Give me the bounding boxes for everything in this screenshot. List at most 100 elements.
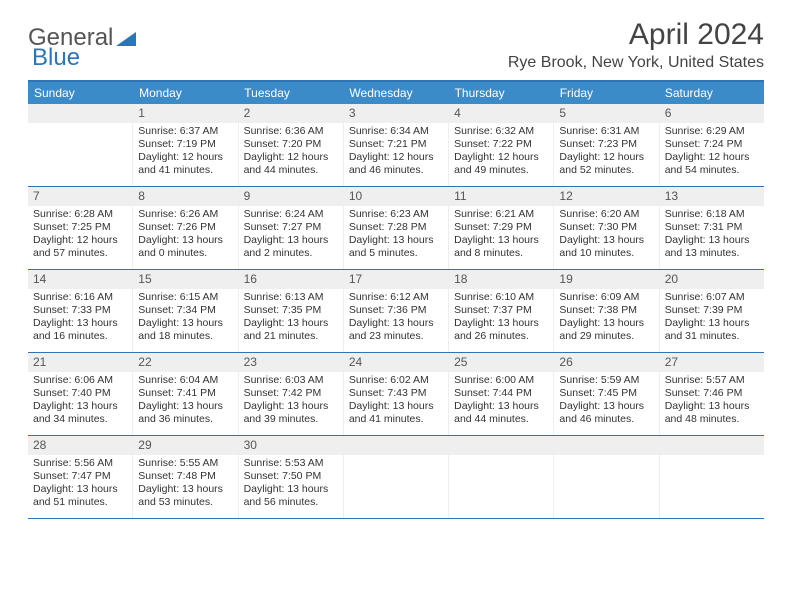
day-body: Sunrise: 6:03 AMSunset: 7:42 PMDaylight:… [239,372,343,431]
day-body: Sunrise: 5:56 AMSunset: 7:47 PMDaylight:… [28,455,132,514]
day-number: 7 [28,187,132,206]
daylight-text: Daylight: 13 hours and 44 minutes. [454,400,548,426]
day-cell [449,436,554,518]
sunset-text: Sunset: 7:47 PM [33,470,127,483]
daylight-text: Daylight: 13 hours and 8 minutes. [454,234,548,260]
day-cell: 5Sunrise: 6:31 AMSunset: 7:23 PMDaylight… [554,104,659,186]
logo-triangle-icon [116,30,136,46]
sunset-text: Sunset: 7:19 PM [138,138,232,151]
day-number: 20 [660,270,764,289]
week-row: 28Sunrise: 5:56 AMSunset: 7:47 PMDayligh… [28,436,764,519]
day-cell [554,436,659,518]
day-cell: 8Sunrise: 6:26 AMSunset: 7:26 PMDaylight… [133,187,238,269]
day-cell: 22Sunrise: 6:04 AMSunset: 7:41 PMDayligh… [133,353,238,435]
sunset-text: Sunset: 7:22 PM [454,138,548,151]
calendar-grid: Sunday Monday Tuesday Wednesday Thursday… [28,80,764,519]
day-number: 4 [449,104,553,123]
day-cell: 14Sunrise: 6:16 AMSunset: 7:33 PMDayligh… [28,270,133,352]
day-cell: 6Sunrise: 6:29 AMSunset: 7:24 PMDaylight… [660,104,764,186]
sunrise-text: Sunrise: 6:18 AM [665,208,759,221]
day-body [449,455,553,461]
day-body: Sunrise: 6:02 AMSunset: 7:43 PMDaylight:… [344,372,448,431]
dow-header-row: Sunday Monday Tuesday Wednesday Thursday… [28,82,764,104]
daylight-text: Daylight: 13 hours and 29 minutes. [559,317,653,343]
day-number [28,104,132,123]
sunrise-text: Sunrise: 6:13 AM [244,291,338,304]
day-cell [660,436,764,518]
day-body: Sunrise: 6:18 AMSunset: 7:31 PMDaylight:… [660,206,764,265]
day-number: 27 [660,353,764,372]
day-body: Sunrise: 6:04 AMSunset: 7:41 PMDaylight:… [133,372,237,431]
day-number [449,436,553,455]
day-body: Sunrise: 6:32 AMSunset: 7:22 PMDaylight:… [449,123,553,182]
dow-monday: Monday [133,82,238,104]
day-body: Sunrise: 6:12 AMSunset: 7:36 PMDaylight:… [344,289,448,348]
day-cell: 19Sunrise: 6:09 AMSunset: 7:38 PMDayligh… [554,270,659,352]
day-cell: 3Sunrise: 6:34 AMSunset: 7:21 PMDaylight… [344,104,449,186]
sunrise-text: Sunrise: 6:29 AM [665,125,759,138]
daylight-text: Daylight: 13 hours and 51 minutes. [33,483,127,509]
day-body: Sunrise: 6:06 AMSunset: 7:40 PMDaylight:… [28,372,132,431]
week-row: 7Sunrise: 6:28 AMSunset: 7:25 PMDaylight… [28,187,764,270]
sunrise-text: Sunrise: 6:24 AM [244,208,338,221]
day-cell: 15Sunrise: 6:15 AMSunset: 7:34 PMDayligh… [133,270,238,352]
sunset-text: Sunset: 7:36 PM [349,304,443,317]
day-body: Sunrise: 5:55 AMSunset: 7:48 PMDaylight:… [133,455,237,514]
daylight-text: Daylight: 12 hours and 44 minutes. [244,151,338,177]
dow-wednesday: Wednesday [343,82,448,104]
sunrise-text: Sunrise: 5:56 AM [33,457,127,470]
day-body: Sunrise: 5:53 AMSunset: 7:50 PMDaylight:… [239,455,343,514]
day-body: Sunrise: 6:16 AMSunset: 7:33 PMDaylight:… [28,289,132,348]
day-number: 15 [133,270,237,289]
daylight-text: Daylight: 12 hours and 52 minutes. [559,151,653,177]
daylight-text: Daylight: 12 hours and 41 minutes. [138,151,232,177]
daylight-text: Daylight: 13 hours and 53 minutes. [138,483,232,509]
sunset-text: Sunset: 7:23 PM [559,138,653,151]
daylight-text: Daylight: 13 hours and 16 minutes. [33,317,127,343]
day-body [554,455,658,461]
day-number: 28 [28,436,132,455]
day-number: 29 [133,436,237,455]
day-number: 18 [449,270,553,289]
day-cell: 28Sunrise: 5:56 AMSunset: 7:47 PMDayligh… [28,436,133,518]
daylight-text: Daylight: 13 hours and 2 minutes. [244,234,338,260]
day-number: 19 [554,270,658,289]
daylight-text: Daylight: 13 hours and 0 minutes. [138,234,232,260]
day-cell: 23Sunrise: 6:03 AMSunset: 7:42 PMDayligh… [239,353,344,435]
dow-saturday: Saturday [659,82,764,104]
day-cell: 27Sunrise: 5:57 AMSunset: 7:46 PMDayligh… [660,353,764,435]
day-body: Sunrise: 6:09 AMSunset: 7:38 PMDaylight:… [554,289,658,348]
sunrise-text: Sunrise: 6:03 AM [244,374,338,387]
sunrise-text: Sunrise: 6:04 AM [138,374,232,387]
day-body: Sunrise: 6:23 AMSunset: 7:28 PMDaylight:… [344,206,448,265]
daylight-text: Daylight: 13 hours and 21 minutes. [244,317,338,343]
day-cell [344,436,449,518]
day-number: 17 [344,270,448,289]
daylight-text: Daylight: 13 hours and 31 minutes. [665,317,759,343]
day-body [28,123,132,129]
weeks-container: 1Sunrise: 6:37 AMSunset: 7:19 PMDaylight… [28,104,764,519]
brand-word-2: Blue [32,44,80,72]
sunrise-text: Sunrise: 5:59 AM [559,374,653,387]
day-cell: 25Sunrise: 6:00 AMSunset: 7:44 PMDayligh… [449,353,554,435]
day-body: Sunrise: 6:24 AMSunset: 7:27 PMDaylight:… [239,206,343,265]
day-number: 6 [660,104,764,123]
sunset-text: Sunset: 7:20 PM [244,138,338,151]
day-body: Sunrise: 6:37 AMSunset: 7:19 PMDaylight:… [133,123,237,182]
day-number: 9 [239,187,343,206]
sunset-text: Sunset: 7:33 PM [33,304,127,317]
sunrise-text: Sunrise: 5:57 AM [665,374,759,387]
sunrise-text: Sunrise: 6:36 AM [244,125,338,138]
day-number: 1 [133,104,237,123]
sunrise-text: Sunrise: 6:09 AM [559,291,653,304]
daylight-text: Daylight: 13 hours and 48 minutes. [665,400,759,426]
day-cell: 9Sunrise: 6:24 AMSunset: 7:27 PMDaylight… [239,187,344,269]
calendar-page: General April 2024 Rye Brook, New York, … [0,0,792,519]
sunset-text: Sunset: 7:38 PM [559,304,653,317]
daylight-text: Daylight: 13 hours and 18 minutes. [138,317,232,343]
day-number: 25 [449,353,553,372]
day-body: Sunrise: 6:13 AMSunset: 7:35 PMDaylight:… [239,289,343,348]
week-row: 14Sunrise: 6:16 AMSunset: 7:33 PMDayligh… [28,270,764,353]
day-number [660,436,764,455]
day-cell: 29Sunrise: 5:55 AMSunset: 7:48 PMDayligh… [133,436,238,518]
